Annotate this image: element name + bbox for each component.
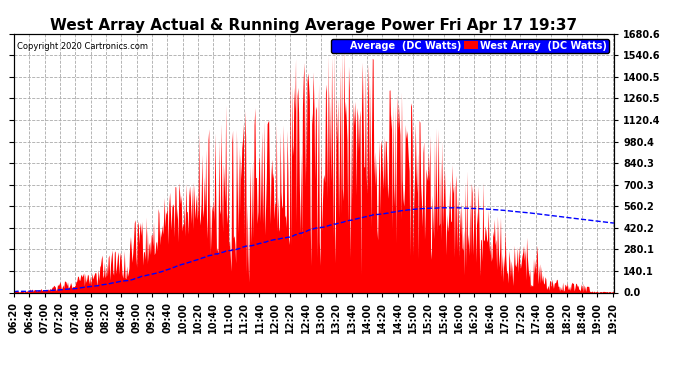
Title: West Array Actual & Running Average Power Fri Apr 17 19:37: West Array Actual & Running Average Powe… [50,18,578,33]
Legend: Average  (DC Watts), West Array  (DC Watts): Average (DC Watts), West Array (DC Watts… [331,39,609,53]
Text: Copyright 2020 Cartronics.com: Copyright 2020 Cartronics.com [17,42,148,51]
